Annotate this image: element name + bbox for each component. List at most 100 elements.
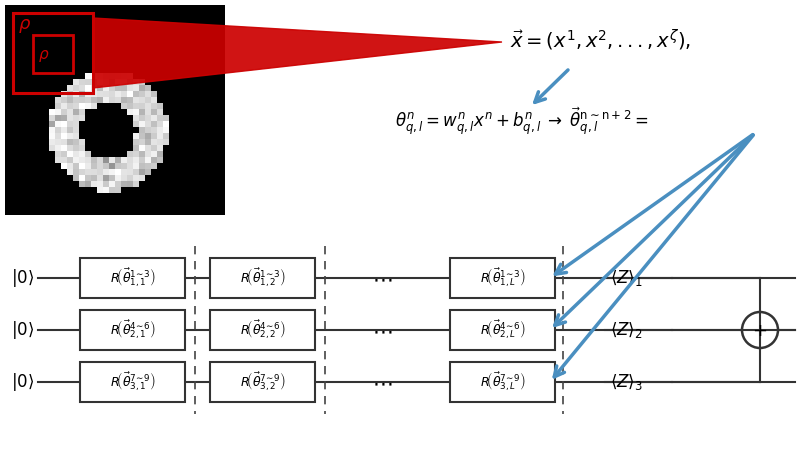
Polygon shape bbox=[93, 18, 502, 88]
Bar bbox=[85, 151, 90, 157]
Bar bbox=[85, 157, 90, 162]
Bar bbox=[5, 5, 225, 215]
Bar bbox=[91, 91, 96, 96]
Bar bbox=[103, 169, 108, 175]
Bar bbox=[139, 169, 145, 175]
Bar bbox=[97, 175, 103, 181]
Bar bbox=[79, 139, 85, 145]
Bar bbox=[85, 103, 90, 108]
Bar bbox=[450, 258, 555, 298]
Text: $R\!\left(\vec{\theta}_{1,1}^{1\!\sim\!3}\right)$: $R\!\left(\vec{\theta}_{1,1}^{1\!\sim\!3… bbox=[110, 267, 155, 289]
Bar bbox=[157, 109, 162, 115]
Bar bbox=[109, 187, 115, 192]
Bar bbox=[145, 109, 150, 115]
Bar bbox=[151, 91, 157, 96]
Bar bbox=[80, 310, 185, 350]
Bar bbox=[103, 91, 108, 96]
Bar bbox=[79, 79, 85, 85]
Bar bbox=[145, 145, 150, 151]
Bar bbox=[73, 115, 78, 121]
Bar bbox=[91, 181, 96, 187]
Bar bbox=[109, 157, 115, 162]
Bar bbox=[115, 187, 120, 192]
Bar bbox=[157, 127, 162, 132]
Bar bbox=[91, 79, 96, 85]
Bar bbox=[73, 145, 78, 151]
Bar bbox=[61, 127, 66, 132]
Bar bbox=[133, 139, 138, 145]
Bar bbox=[79, 169, 85, 175]
Bar bbox=[127, 103, 133, 108]
Bar bbox=[133, 157, 138, 162]
Bar bbox=[139, 91, 145, 96]
Bar bbox=[133, 103, 138, 108]
Bar bbox=[133, 79, 138, 85]
Bar bbox=[79, 145, 85, 151]
Bar bbox=[145, 115, 150, 121]
Bar bbox=[67, 121, 73, 126]
Bar bbox=[13, 13, 93, 93]
Bar bbox=[109, 181, 115, 187]
Bar bbox=[80, 362, 185, 402]
Bar bbox=[67, 133, 73, 138]
Bar bbox=[61, 121, 66, 126]
Bar bbox=[133, 181, 138, 187]
Bar bbox=[49, 109, 54, 115]
Bar bbox=[49, 133, 54, 138]
Bar bbox=[139, 151, 145, 157]
Bar bbox=[97, 157, 103, 162]
Bar bbox=[151, 97, 157, 102]
Bar bbox=[61, 163, 66, 168]
Text: $\theta_{q,l}^{n} = w_{q,l}^{n} x^{n} + b_{q,l}^{n}$$\;\rightarrow\; \vec{\theta: $\theta_{q,l}^{n} = w_{q,l}^{n} x^{n} + … bbox=[395, 105, 648, 136]
Bar bbox=[103, 85, 108, 91]
Bar bbox=[79, 181, 85, 187]
Bar bbox=[79, 97, 85, 102]
Bar bbox=[127, 151, 133, 157]
Bar bbox=[55, 127, 61, 132]
Bar bbox=[115, 73, 120, 79]
Text: $\langle Z\rangle_3$: $\langle Z\rangle_3$ bbox=[610, 372, 643, 392]
Bar bbox=[97, 187, 103, 192]
Bar bbox=[103, 163, 108, 168]
Bar bbox=[145, 97, 150, 102]
Bar bbox=[210, 258, 315, 298]
Text: $R\!\left(\vec{\theta}_{3,1}^{7\!\sim\!9}\right)$: $R\!\left(\vec{\theta}_{3,1}^{7\!\sim\!9… bbox=[110, 370, 155, 394]
Bar bbox=[133, 91, 138, 96]
Bar bbox=[157, 103, 162, 108]
Bar bbox=[97, 163, 103, 168]
Bar bbox=[133, 121, 138, 126]
Bar bbox=[151, 145, 157, 151]
Bar bbox=[151, 157, 157, 162]
Bar bbox=[73, 109, 78, 115]
Bar bbox=[145, 121, 150, 126]
Bar bbox=[103, 79, 108, 85]
Text: $\cdots$: $\cdots$ bbox=[372, 269, 393, 289]
Bar bbox=[97, 97, 103, 102]
Bar bbox=[109, 97, 115, 102]
Bar bbox=[97, 79, 103, 85]
Bar bbox=[109, 169, 115, 175]
Bar bbox=[73, 91, 78, 96]
Bar bbox=[115, 79, 120, 85]
Bar bbox=[121, 103, 127, 108]
Bar bbox=[121, 181, 127, 187]
Bar bbox=[55, 133, 61, 138]
Bar bbox=[127, 169, 133, 175]
Bar bbox=[151, 139, 157, 145]
Text: $R\!\left(\vec{\theta}_{1,L}^{1\!\sim\!3}\right)$: $R\!\left(\vec{\theta}_{1,L}^{1\!\sim\!3… bbox=[480, 267, 525, 289]
Bar bbox=[145, 157, 150, 162]
Bar bbox=[97, 85, 103, 91]
Bar bbox=[145, 103, 150, 108]
Text: $\cdots$: $\cdots$ bbox=[372, 373, 393, 393]
Bar bbox=[61, 139, 66, 145]
Bar bbox=[115, 85, 120, 91]
Bar bbox=[97, 181, 103, 187]
Bar bbox=[91, 73, 96, 79]
Bar bbox=[127, 163, 133, 168]
Bar bbox=[61, 91, 66, 96]
Bar bbox=[61, 97, 66, 102]
Bar bbox=[139, 109, 145, 115]
Text: $\cdots$: $\cdots$ bbox=[372, 321, 393, 341]
Bar bbox=[103, 97, 108, 102]
Text: $|0\rangle$: $|0\rangle$ bbox=[11, 371, 34, 393]
